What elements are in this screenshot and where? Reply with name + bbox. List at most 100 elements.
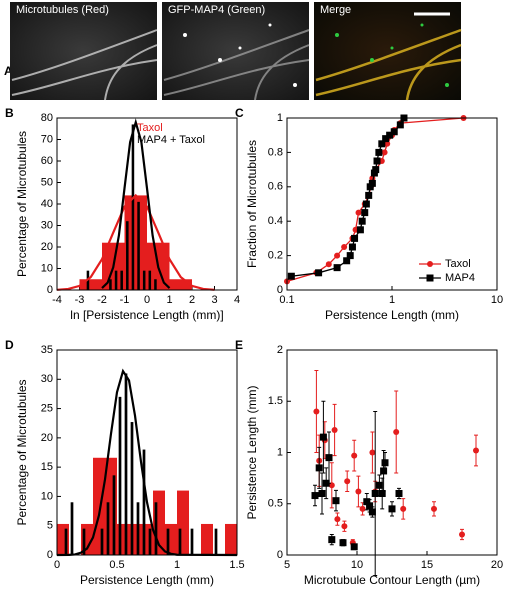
x-tick-label: 0.5 bbox=[109, 559, 124, 571]
marker bbox=[373, 157, 381, 165]
x-tick-label: -2 bbox=[97, 294, 107, 306]
plot-frame bbox=[56, 117, 238, 291]
plot-frame bbox=[286, 117, 498, 291]
micrograph bbox=[10, 2, 157, 100]
bar bbox=[114, 270, 118, 290]
marker bbox=[325, 454, 333, 462]
x-axis-label: ln [Persistence Length (mm)] bbox=[70, 308, 223, 322]
panel-a: A Microtubules (Red) GFP-MAP4 (Green) Me… bbox=[4, 2, 462, 101]
marker bbox=[381, 149, 388, 156]
x-tick-label: 3 bbox=[211, 294, 217, 306]
y-tick-label: 1 bbox=[277, 446, 283, 458]
y-tick-label: 5 bbox=[47, 520, 53, 532]
x-tick-label: 1.5 bbox=[229, 559, 244, 571]
marker bbox=[331, 426, 338, 433]
fit-curve bbox=[56, 193, 215, 291]
bar bbox=[100, 528, 104, 555]
y-tick-label: 10 bbox=[41, 490, 53, 502]
bar bbox=[148, 528, 152, 555]
bar bbox=[190, 528, 194, 555]
y-tick-label: 1.5 bbox=[268, 395, 283, 407]
marker bbox=[431, 505, 437, 512]
marker bbox=[332, 497, 340, 505]
marker bbox=[371, 490, 379, 497]
bar bbox=[137, 201, 140, 290]
marker bbox=[386, 131, 394, 139]
marker bbox=[366, 502, 374, 510]
bar bbox=[130, 422, 134, 555]
chart: E Microtubule Contour Length (µm) Persiste… bbox=[235, 338, 503, 587]
marker bbox=[393, 429, 400, 435]
panel-label: C bbox=[235, 106, 244, 120]
image-label: Merge bbox=[320, 4, 351, 16]
marker bbox=[368, 179, 376, 187]
puncta bbox=[183, 23, 297, 87]
bar bbox=[154, 502, 158, 555]
bar bbox=[124, 195, 147, 290]
y-tick-label: 30 bbox=[41, 219, 53, 231]
legend-marker bbox=[426, 274, 434, 282]
x-axis-label: Persistence Length (mm) bbox=[80, 573, 214, 587]
legend-label: MAP4 bbox=[445, 272, 475, 284]
chart: C Persistence Length (mm) Fraction of Micr… bbox=[235, 106, 503, 322]
legend-marker bbox=[427, 261, 433, 267]
x-tick-label: 10 bbox=[491, 294, 503, 306]
panel-label: D bbox=[5, 338, 14, 352]
y-tick-label: 0 bbox=[47, 284, 53, 296]
filament bbox=[315, 28, 462, 101]
y-axis-label: Persistence Length (mm) bbox=[245, 385, 259, 519]
marker bbox=[359, 505, 366, 512]
y-axis-label: Percentage of Microtubules bbox=[15, 131, 29, 277]
line bbox=[286, 117, 464, 283]
bar bbox=[225, 523, 237, 555]
filament bbox=[163, 29, 310, 101]
bar bbox=[131, 124, 135, 290]
micrograph bbox=[314, 2, 461, 100]
marker bbox=[350, 543, 358, 551]
bar bbox=[64, 528, 68, 555]
x-axis-label: Microtubule Contour Length (µm) bbox=[304, 573, 480, 587]
y-tick-label: 0 bbox=[277, 284, 283, 296]
marker bbox=[382, 135, 390, 143]
marker bbox=[341, 244, 348, 250]
bar bbox=[154, 279, 157, 290]
marker bbox=[328, 536, 336, 544]
y-tick-label: 2 bbox=[277, 344, 283, 356]
marker bbox=[315, 464, 323, 472]
image-label: Microtubules (Red) bbox=[16, 4, 109, 16]
marker bbox=[319, 433, 327, 441]
marker bbox=[351, 234, 359, 242]
x-tick-label: 5 bbox=[284, 559, 290, 571]
marker bbox=[459, 531, 465, 538]
marker bbox=[381, 459, 389, 467]
y-tick-label: 20 bbox=[41, 241, 53, 253]
y-tick-label: 60 bbox=[41, 155, 53, 167]
y-tick-label: 0 bbox=[47, 549, 53, 561]
y-tick-label: 10 bbox=[41, 262, 53, 274]
marker bbox=[355, 209, 362, 216]
bar bbox=[126, 221, 129, 290]
bar bbox=[178, 528, 182, 555]
legend-label: MAP4 + Taxol bbox=[137, 134, 205, 146]
bar bbox=[169, 279, 192, 290]
bar bbox=[112, 475, 116, 555]
y-axis-label: Fraction of Microtubules bbox=[245, 140, 259, 268]
marker bbox=[343, 257, 351, 265]
x-tick-label: 4 bbox=[234, 294, 240, 306]
bar bbox=[79, 279, 102, 290]
bar bbox=[70, 502, 74, 555]
panel-label: E bbox=[235, 338, 243, 352]
bar bbox=[82, 528, 86, 555]
marker bbox=[473, 447, 479, 454]
marker bbox=[384, 140, 391, 147]
x-tick-label: -4 bbox=[52, 294, 62, 306]
micrograph bbox=[162, 2, 309, 100]
marker bbox=[390, 128, 398, 136]
marker bbox=[395, 490, 403, 497]
y-tick-label: 15 bbox=[41, 461, 53, 473]
marker bbox=[369, 449, 376, 456]
marker bbox=[356, 226, 364, 234]
panel-label: A bbox=[4, 64, 13, 78]
marker bbox=[363, 498, 371, 506]
bar bbox=[124, 373, 128, 555]
